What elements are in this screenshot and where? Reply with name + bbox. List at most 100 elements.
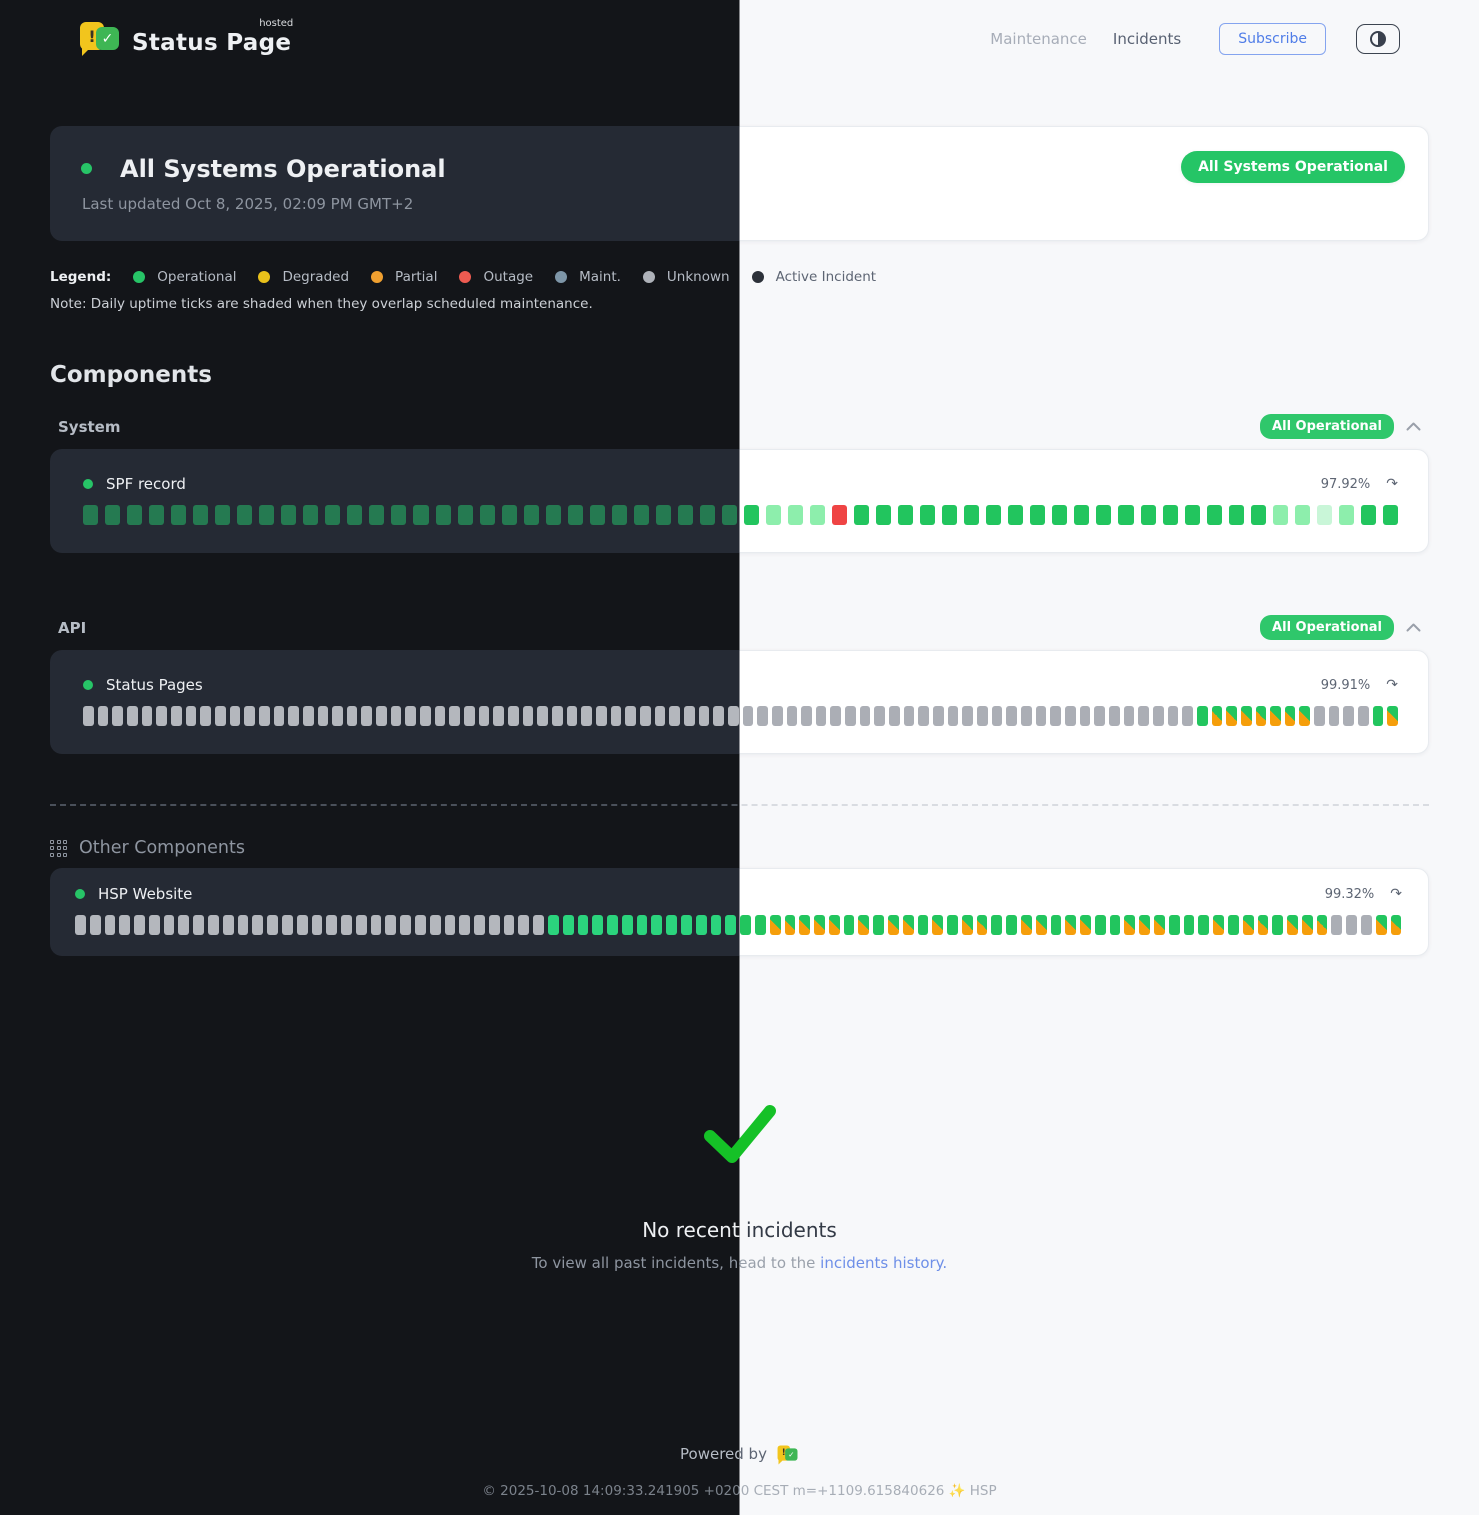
uptime-tick[interactable] xyxy=(1390,915,1402,935)
uptime-tick[interactable] xyxy=(522,706,534,726)
uptime-tick[interactable] xyxy=(464,706,475,726)
uptime-tick[interactable] xyxy=(562,915,574,935)
uptime-tick[interactable] xyxy=(459,915,471,935)
uptime-tick[interactable] xyxy=(1343,706,1355,726)
uptime-tick[interactable] xyxy=(126,706,138,726)
uptime-tick[interactable] xyxy=(429,915,441,935)
uptime-tick[interactable] xyxy=(258,706,270,726)
uptime-tick[interactable] xyxy=(962,706,974,726)
uptime-tick[interactable] xyxy=(710,915,722,935)
uptime-tick[interactable] xyxy=(1301,915,1313,935)
uptime-tick[interactable] xyxy=(273,706,285,726)
uptime-tick[interactable] xyxy=(681,915,692,935)
uptime-tick[interactable] xyxy=(346,706,358,726)
uptime-tick[interactable] xyxy=(193,915,205,935)
uptime-tick[interactable] xyxy=(986,505,1002,525)
uptime-tick[interactable] xyxy=(1094,706,1105,726)
uptime-tick[interactable] xyxy=(1065,915,1077,935)
uptime-tick[interactable] xyxy=(859,706,871,726)
uptime-tick[interactable] xyxy=(769,915,781,935)
uptime-tick[interactable] xyxy=(414,915,426,935)
uptime-tick[interactable] xyxy=(370,915,382,935)
uptime-tick[interactable] xyxy=(932,915,944,935)
uptime-tick[interactable] xyxy=(592,915,604,935)
uptime-tick[interactable] xyxy=(156,706,167,726)
uptime-tick[interactable] xyxy=(1211,706,1223,726)
uptime-tick[interactable] xyxy=(1109,915,1121,935)
uptime-tick[interactable] xyxy=(376,706,387,726)
uptime-tick[interactable] xyxy=(332,706,343,726)
uptime-tick[interactable] xyxy=(259,505,275,525)
uptime-tick[interactable] xyxy=(83,505,99,525)
uptime-tick[interactable] xyxy=(1270,706,1281,726)
uptime-tick[interactable] xyxy=(1228,505,1244,525)
uptime-tick[interactable] xyxy=(311,915,323,935)
uptime-tick[interactable] xyxy=(991,706,1003,726)
uptime-tick[interactable] xyxy=(1284,706,1296,726)
uptime-tick[interactable] xyxy=(134,915,145,935)
uptime-tick[interactable] xyxy=(1139,915,1151,935)
uptime-tick[interactable] xyxy=(488,915,500,935)
uptime-tick[interactable] xyxy=(1294,505,1310,525)
uptime-tick[interactable] xyxy=(581,706,592,726)
uptime-tick[interactable] xyxy=(854,505,870,525)
uptime-tick[interactable] xyxy=(552,706,563,726)
uptime-tick[interactable] xyxy=(947,706,959,726)
uptime-tick[interactable] xyxy=(1346,915,1357,935)
uptime-tick[interactable] xyxy=(434,706,446,726)
uptime-tick[interactable] xyxy=(1272,915,1284,935)
uptime-tick[interactable] xyxy=(830,706,842,726)
uptime-tick[interactable] xyxy=(1299,706,1311,726)
uptime-tick[interactable] xyxy=(721,505,737,525)
uptime-tick[interactable] xyxy=(148,915,160,935)
uptime-tick[interactable] xyxy=(193,505,209,525)
uptime-tick[interactable] xyxy=(229,706,241,726)
uptime-tick[interactable] xyxy=(478,706,490,726)
uptime-tick[interactable] xyxy=(788,505,804,525)
uptime-tick[interactable] xyxy=(503,915,515,935)
uptime-tick[interactable] xyxy=(784,915,796,935)
uptime-tick[interactable] xyxy=(533,915,544,935)
uptime-tick[interactable] xyxy=(942,505,958,525)
uptime-tick[interactable] xyxy=(1152,706,1164,726)
uptime-tick[interactable] xyxy=(185,706,197,726)
uptime-tick[interactable] xyxy=(677,505,693,525)
uptime-tick[interactable] xyxy=(1240,706,1252,726)
uptime-tick[interactable] xyxy=(1227,915,1239,935)
uptime-tick[interactable] xyxy=(493,706,505,726)
uptime-tick[interactable] xyxy=(1006,915,1017,935)
uptime-tick[interactable] xyxy=(413,505,429,525)
uptime-tick[interactable] xyxy=(976,915,988,935)
uptime-tick[interactable] xyxy=(127,505,143,525)
uptime-tick[interactable] xyxy=(873,915,884,935)
uptime-tick[interactable] xyxy=(215,505,231,525)
uptime-tick[interactable] xyxy=(1021,915,1032,935)
uptime-tick[interactable] xyxy=(636,915,648,935)
uptime-tick[interactable] xyxy=(390,706,402,726)
uptime-tick[interactable] xyxy=(545,505,561,525)
uptime-tick[interactable] xyxy=(1080,915,1091,935)
uptime-tick[interactable] xyxy=(933,706,944,726)
uptime-tick[interactable] xyxy=(400,915,411,935)
uptime-tick[interactable] xyxy=(1206,505,1222,525)
uptime-tick[interactable] xyxy=(1255,706,1267,726)
uptime-tick[interactable] xyxy=(1035,706,1047,726)
uptime-tick[interactable] xyxy=(303,505,319,525)
uptime-tick[interactable] xyxy=(1250,505,1266,525)
uptime-tick[interactable] xyxy=(1196,706,1208,726)
uptime-tick[interactable] xyxy=(222,915,234,935)
theme-toggle-button[interactable] xyxy=(1356,24,1400,54)
uptime-tick[interactable] xyxy=(170,706,182,726)
chevron-up-icon[interactable] xyxy=(1406,623,1421,632)
uptime-tick[interactable] xyxy=(754,915,766,935)
uptime-tick[interactable] xyxy=(655,505,671,525)
uptime-tick[interactable] xyxy=(1360,915,1372,935)
uptime-tick[interactable] xyxy=(843,915,855,935)
uptime-tick[interactable] xyxy=(112,706,123,726)
uptime-tick[interactable] xyxy=(1140,505,1156,525)
uptime-tick[interactable] xyxy=(1064,706,1076,726)
uptime-tick[interactable] xyxy=(964,505,980,525)
refresh-icon[interactable]: ↷ xyxy=(1386,476,1398,492)
uptime-tick[interactable] xyxy=(1154,915,1165,935)
uptime-tick[interactable] xyxy=(288,706,299,726)
